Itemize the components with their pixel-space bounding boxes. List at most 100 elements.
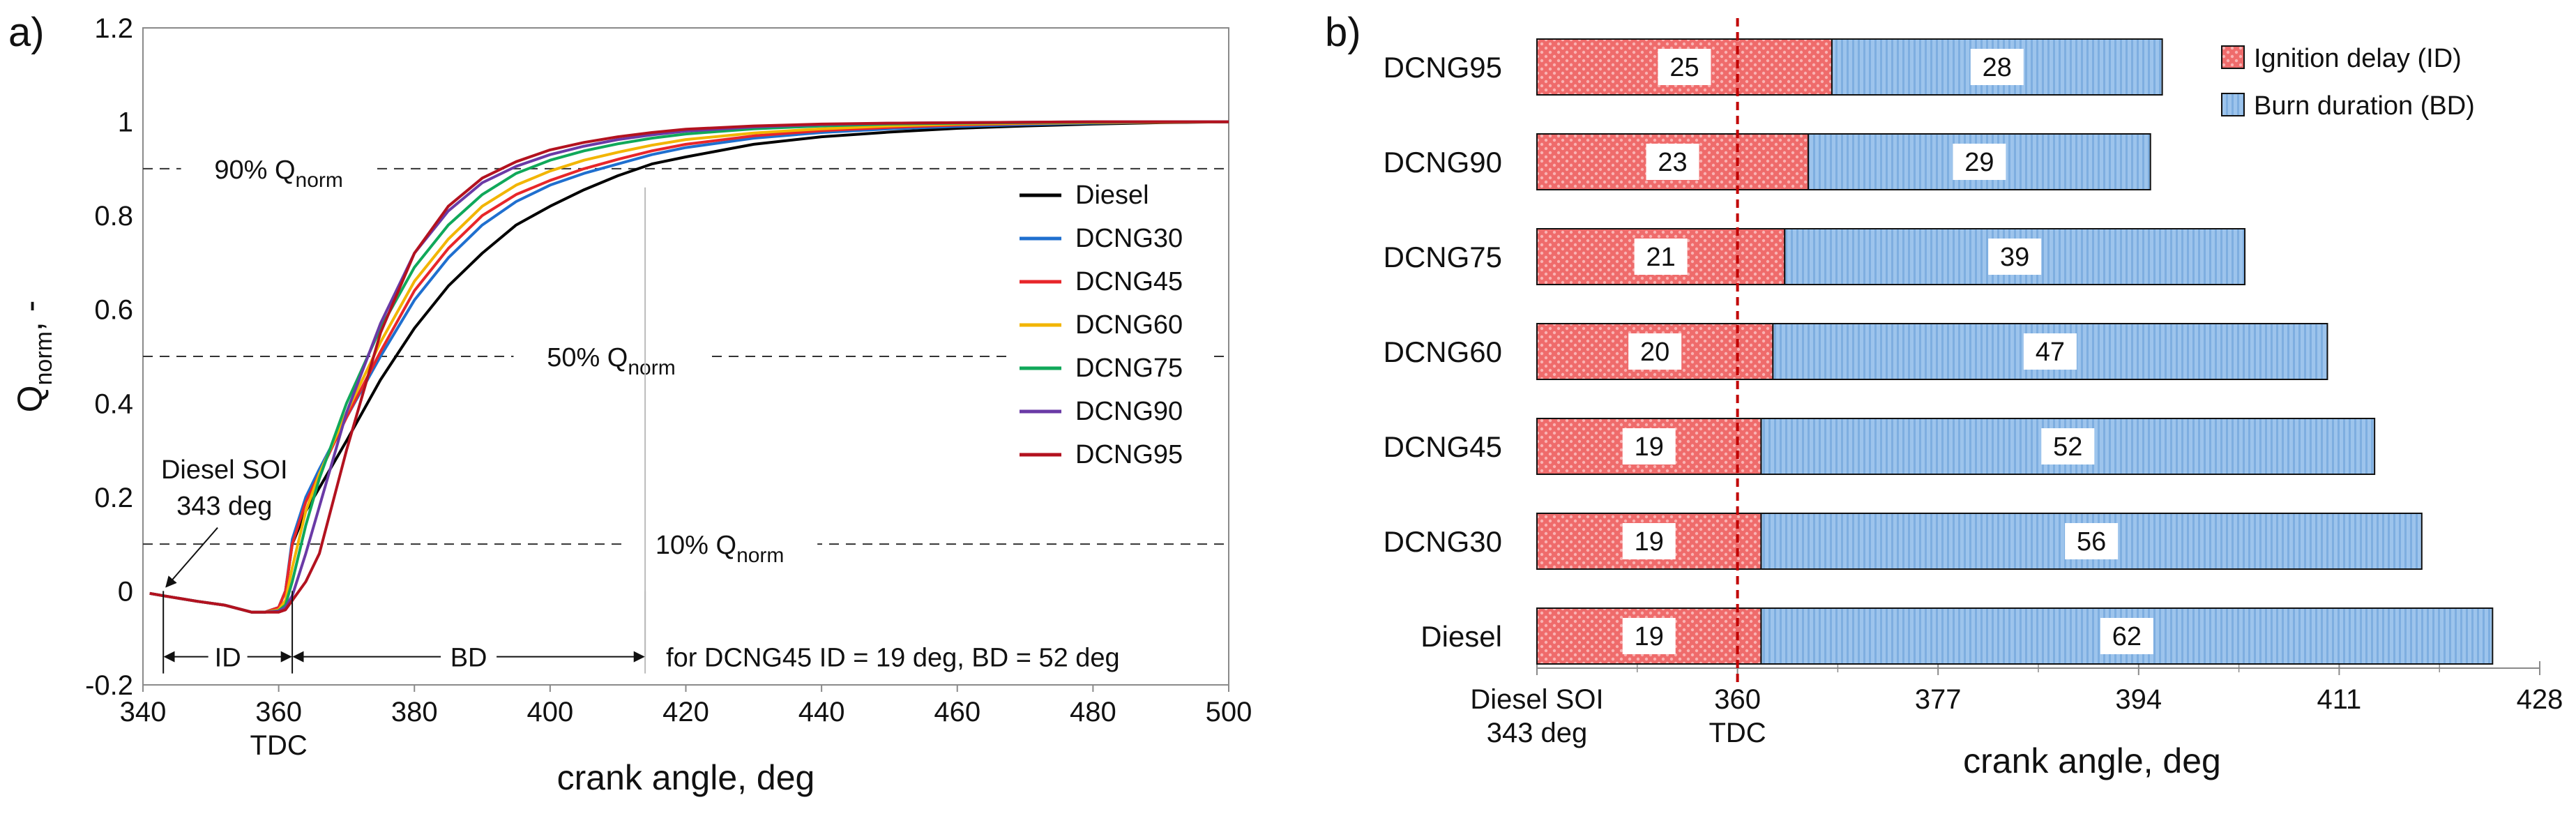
value-label-bd: 29: [1964, 148, 1994, 177]
value-label-bg: [2100, 618, 2153, 654]
soi-arrow: [165, 527, 218, 588]
x-tick-label: Diesel SOI: [1470, 684, 1603, 715]
value-label-bg: [1953, 144, 2006, 180]
legend-entry: DCNG60: [1075, 310, 1183, 340]
value-label-bd: 56: [2077, 527, 2106, 557]
x-tick-label: 400: [527, 697, 574, 727]
x-tick-label: 340: [120, 697, 167, 727]
panel-b-bars: 25 28 23 29 21 39 20 47 19 52 19 56 19 62: [1536, 38, 2494, 665]
value-label-bg: [2065, 523, 2119, 559]
panel-a-y-axis-title: Qnorm, -: [10, 301, 57, 413]
y-tick-label: 1: [118, 107, 133, 138]
legend-entry: Diesel: [1075, 181, 1149, 210]
reference-label-main: 50% Q: [547, 343, 628, 372]
y-tick-label: -0.2: [85, 670, 133, 701]
value-label-id: 19: [1635, 432, 1664, 462]
panel-a-label: a): [8, 10, 45, 55]
bar-burn-duration: [1772, 323, 2328, 380]
soi-annotation-line2: 343 deg: [176, 492, 272, 521]
reference-label-bg: [181, 150, 377, 190]
legend-entry: Burn duration (BD): [2254, 91, 2475, 121]
value-label-bg: [1970, 49, 2024, 85]
value-label-bg: [2041, 428, 2095, 464]
x-tick-label: 394: [2115, 684, 2162, 715]
category-label: DCNG60: [1384, 335, 1502, 368]
category-label: DCNG30: [1384, 525, 1502, 558]
legend-background: [1007, 176, 1209, 491]
panel-a-x-ticks: 340 360 380 400 420 440 460 480 500: [120, 685, 1252, 727]
value-label-bd: 39: [2000, 243, 2029, 272]
value-label-id: 19: [1635, 622, 1664, 651]
panel-b-legend: Ignition delay (ID) Burn duration (BD): [2221, 44, 2475, 121]
reference-label-main: 90% Q: [214, 156, 295, 185]
panel-b-x-axis-title: crank angle, deg: [1963, 741, 2221, 780]
value-label-bd: 28: [1983, 53, 2012, 82]
x-tick-label: 460: [934, 697, 980, 727]
legend-entry: DCNG95: [1075, 440, 1183, 469]
x-tick-label: 380: [391, 697, 438, 727]
category-label: DCNG45: [1384, 430, 1502, 463]
bar-burn-duration: [1784, 228, 2246, 285]
panel-a-series-lines: [149, 120, 1229, 614]
category-label: DCNG75: [1384, 241, 1502, 273]
reference-label-bg: [513, 338, 709, 377]
soi-annotation-line1: Diesel SOI: [161, 455, 288, 485]
x-tick-label: 480: [1070, 697, 1116, 727]
panel-a-tdc-label: TDC: [250, 730, 308, 761]
x-tick-label: 500: [1206, 697, 1252, 727]
reference-label-subscript: norm: [736, 544, 784, 567]
x-tick-sublabel: 343 deg: [1487, 718, 1588, 748]
value-label-bg: [1622, 618, 1676, 654]
reference-line-label: 10% Qnorm: [656, 531, 785, 567]
value-label-bg: [1646, 144, 1699, 180]
value-label-id: 20: [1640, 338, 1669, 367]
reference-label-bg: [622, 526, 818, 566]
legend-entry: DCNG30: [1075, 224, 1183, 253]
category-label: DCNG90: [1384, 146, 1502, 179]
x-tick-label: 377: [1915, 684, 1962, 715]
legend-swatch: [2221, 45, 2245, 69]
x-tick-sublabel: TDC: [1709, 718, 1766, 748]
value-label-bg: [1988, 239, 2042, 275]
value-label-id: 21: [1646, 243, 1675, 272]
y-axis-title-suffix: , -: [10, 301, 50, 331]
y-tick-label: 0.4: [94, 388, 133, 419]
value-label-bg: [1628, 333, 1682, 370]
value-label-bg: [1658, 49, 1711, 85]
value-label-bg: [2023, 333, 2077, 370]
y-axis-title-main: Q: [10, 386, 50, 413]
panel-b-label: b): [1325, 10, 1361, 55]
value-label-bg: [1634, 239, 1688, 275]
bar-ignition-delay: [1536, 418, 1762, 475]
bd-label: BD: [450, 644, 487, 673]
value-label-bd: 62: [2112, 622, 2142, 651]
value-label-bd: 47: [2036, 338, 2065, 367]
value-label-bg: [1622, 523, 1676, 559]
series-line-dcng95: [149, 120, 1229, 614]
x-tick-label: 440: [798, 697, 845, 727]
x-tick-label: 411: [2317, 684, 2362, 715]
value-label-id: 19: [1635, 527, 1664, 557]
panel-b-category-labels: DCNG95 DCNG90 DCNG75 DCNG60 DCNG45 DCNG30 Dies…: [1384, 51, 1502, 653]
reference-label-main: 10% Q: [656, 531, 736, 560]
legend-entry: DCNG75: [1075, 354, 1183, 383]
y-tick-label: 1.2: [94, 13, 133, 44]
x-tick-label: 360: [255, 697, 302, 727]
bar-ignition-delay: [1536, 607, 1762, 665]
reference-line-label: 90% Qnorm: [214, 156, 343, 192]
x-tick-label: 428: [2517, 684, 2563, 715]
value-label-bd: 52: [2053, 432, 2082, 462]
id-label: ID: [215, 644, 241, 673]
legend-entry: DCNG45: [1075, 267, 1183, 296]
reference-label-subscript: norm: [296, 169, 343, 192]
y-axis-title-subscript: norm: [31, 331, 57, 385]
value-label-id: 25: [1669, 53, 1699, 82]
panel-a-annotations: Diesel SOI 343 deg ID BD for DCNG45 ID = 19 …: [161, 187, 1120, 674]
legend-swatch: [2221, 93, 2245, 116]
y-tick-label: 0: [118, 576, 133, 607]
panel-a-line-chart: a) -0.2 0 0.2 0.4 0.6 0.8 1 1.2 340 360 380 400 420…: [8, 10, 1252, 797]
